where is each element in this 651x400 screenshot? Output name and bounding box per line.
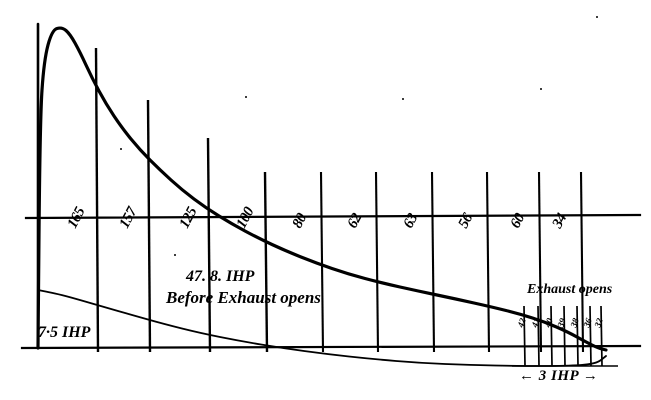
paper-speck: [174, 254, 176, 256]
paper-speck: [540, 88, 542, 90]
fine-ordinate-line: [589, 305, 592, 367]
compression-curve: [37, 289, 607, 367]
fine-ordinate-line: [600, 305, 603, 367]
fine-ordinate-line: [563, 305, 566, 367]
ordinate-line: [579, 171, 585, 353]
ordinate-line: [94, 47, 100, 353]
paper-speck: [596, 16, 598, 18]
expansion-curve: [36, 26, 608, 352]
axis-lines-group: [20, 213, 642, 350]
fine-ordinate-line: [550, 305, 553, 367]
before-exhaust-opens-annotation: Before Exhaust opens: [166, 288, 321, 307]
fine-ordinates-group: [523, 305, 603, 367]
ordinate-lines-group: [94, 47, 585, 353]
ordinate-line: [263, 171, 269, 353]
net-ihp-annotation: ← 3 IHP →: [519, 368, 599, 384]
fine-ordinate-line: [537, 305, 540, 367]
ordinate-line: [319, 171, 325, 353]
paper-speck: [120, 148, 122, 150]
ordinate-line: [485, 171, 491, 353]
exhaust-opens-annotation: Exhaust opens: [527, 282, 613, 297]
zero-pressure-line: [20, 344, 642, 350]
upper-ihp-annotation: 47. 8. IHP: [186, 268, 255, 285]
paper-speck: [402, 98, 404, 100]
ordinate-line: [430, 171, 436, 353]
ordinate-line: [206, 137, 212, 353]
pressure-curves-group: [36, 22, 608, 367]
atmospheric-line: [24, 213, 642, 220]
paper-speck: [245, 96, 247, 98]
ordinate-line: [146, 99, 152, 353]
lower-ihp-annotation: 7·5 IHP: [38, 324, 91, 341]
ordinate-line: [374, 171, 380, 353]
